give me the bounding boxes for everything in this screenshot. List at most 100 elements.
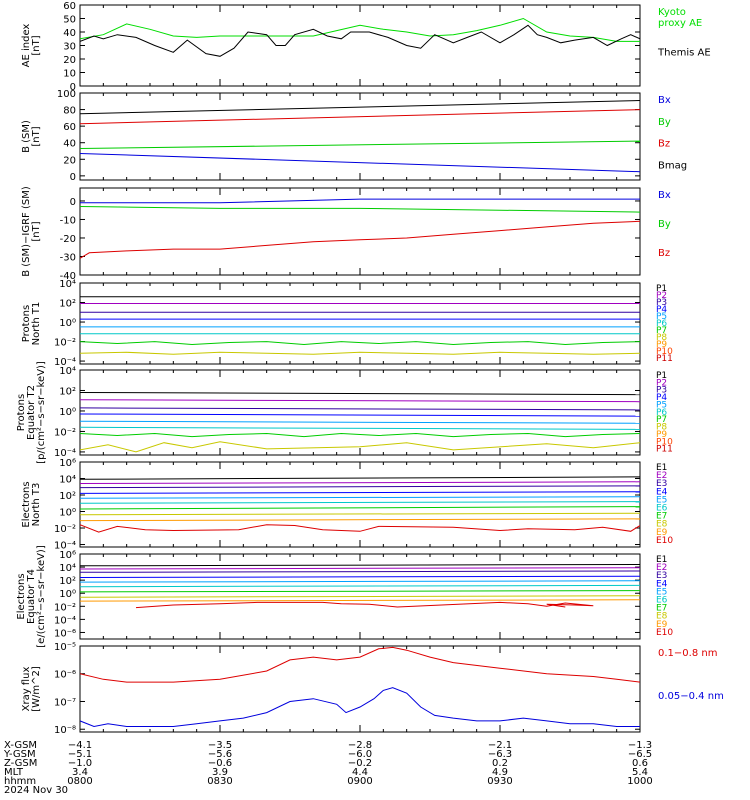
time-axis-value: −5.1	[68, 749, 92, 760]
en-series-e1	[80, 476, 640, 480]
bigrf-ytick-label: 0	[70, 197, 76, 208]
bigrf-series-bx	[80, 198, 640, 204]
pn-ylabel: Protons	[21, 305, 32, 342]
pn-legend-entry: P11	[656, 354, 673, 364]
time-axis-value: −2.8	[348, 740, 372, 751]
time-axis-value: 4.9	[492, 767, 508, 778]
ee-ytick-label: 10⁴	[59, 563, 76, 574]
pe-legend-entry: P8	[656, 423, 667, 433]
pn-legend-entry: P2	[656, 291, 667, 301]
ae-ytick-label: 0	[70, 82, 76, 93]
pn-ytick-label: 10⁻⁴	[54, 357, 76, 368]
en-legend-entry: E5	[656, 495, 667, 505]
time-axis-value: 3.9	[212, 767, 228, 778]
ee-ytick-label: 10²	[59, 576, 76, 587]
pe-legend-entry: P9	[656, 430, 667, 440]
pn-series-p7	[80, 341, 640, 346]
xray-legend-entry: 0.05−0.4 nm	[658, 691, 724, 702]
pn-legend-entry: P7	[656, 326, 667, 336]
time-axis-value: 4.4	[352, 767, 368, 778]
pe-legend-entry: P3	[656, 386, 667, 396]
bsm-ytick-label: 0	[70, 172, 76, 183]
pe-ytick-label: 10²	[59, 386, 76, 397]
bsm-ylabel: B (SM)	[21, 120, 32, 153]
pe-ytick-label: 10⁻⁴	[54, 448, 76, 459]
ee-legend-entry: E7	[656, 604, 667, 614]
pn-legend-entry: P5	[656, 312, 667, 322]
ee-ytick-label: 10⁻²	[54, 602, 76, 613]
ae-legend-entry: Themis AE	[657, 48, 711, 59]
ee-series-e5	[80, 580, 640, 583]
ee-series-e9	[80, 599, 640, 602]
pn-legend-entry: P1	[656, 284, 667, 294]
pe-legend-entry: P6	[656, 408, 667, 418]
pe-series-p7	[80, 432, 640, 438]
pe-ylabel: Equator T2	[26, 385, 37, 440]
ee-ytick-label: 10⁰	[59, 589, 76, 600]
ee-ylabel: Electrons	[16, 573, 27, 619]
ae-series-kyoto-proxy-ae	[80, 17, 640, 42]
time-axis-value: −5.6	[208, 749, 232, 760]
time-axis-value: 0800	[67, 776, 92, 787]
bigrf-legend-entry: Bx	[658, 190, 671, 201]
pn-series-p8	[80, 351, 640, 355]
time-axis-row-label: hhmm	[4, 776, 36, 787]
pe-ytick-label: 10⁴	[59, 366, 76, 377]
time-axis-row-label: MLT	[4, 767, 24, 778]
bigrf-ylabel: B (SM)−IGRF (SM)	[21, 186, 32, 277]
ee-legend-entry: E4	[656, 579, 668, 589]
bsm-series-bx	[80, 153, 640, 173]
ee-legend-entry: E3	[656, 571, 667, 581]
ee-series-e3	[80, 570, 640, 573]
bsm-series-bmag	[80, 100, 640, 115]
en-legend-entry: E9	[656, 528, 668, 538]
bsm-series-by	[80, 140, 640, 149]
bsm-frame	[79, 92, 641, 181]
pe-series-p2	[80, 399, 640, 403]
bigrf-series-by	[80, 206, 640, 213]
time-axis-value: 3.4	[72, 767, 88, 778]
pn-legend-entry: P4	[656, 305, 667, 315]
ae-ylabel: [nT]	[31, 35, 42, 55]
pe-series-p6	[80, 426, 640, 430]
time-axis-row-label: Y-GSM	[3, 749, 36, 760]
pe-legend-entry: P4	[656, 393, 667, 403]
time-axis-value: −6.3	[488, 749, 512, 760]
bsm-ytick-label: 100	[57, 89, 76, 100]
time-axis-row-label: 2024 Nov 30	[4, 785, 68, 796]
ee-ytick-label: 10⁻⁴	[54, 615, 76, 626]
pe-legend-entry: P10	[656, 437, 673, 447]
bigrf-legend-entry: Bz	[658, 248, 670, 259]
pn-legend-entry: P8	[656, 333, 667, 343]
en-legend-entry: E4	[656, 487, 668, 497]
en-legend-entry: E8	[656, 520, 668, 530]
ae-frame	[79, 4, 641, 87]
en-ylabel: Electrons	[21, 481, 32, 527]
bsm-series-bz	[80, 109, 640, 125]
bsm-legend-entry: Bx	[658, 95, 671, 106]
pn-ylabel: North T1	[31, 302, 42, 346]
ae-series-themis-ae	[80, 24, 640, 57]
en-legend-entry: E10	[656, 536, 673, 546]
pe-ylabel: [p/(cm²−s−sr−keV)]	[36, 361, 47, 464]
ee-series-e2	[80, 567, 640, 570]
ee-series-e4	[80, 575, 640, 578]
bigrf-legend-entry: By	[658, 219, 671, 230]
en-legend-entry: E3	[656, 479, 667, 489]
ee-legend-entry: E9	[656, 620, 668, 630]
en-series-e2	[80, 481, 640, 484]
ee-legend-entry: E5	[656, 587, 667, 597]
ee-legend-entry: E10	[656, 628, 673, 638]
ee-series-e1	[80, 564, 640, 567]
en-ytick-label: 10⁶	[59, 458, 76, 469]
en-legend-entry: E7	[656, 512, 667, 522]
ee-legend-entry: E6	[656, 596, 668, 606]
pe-series-p4	[80, 413, 640, 417]
bigrf-ytick-label: -10	[60, 215, 76, 226]
en-legend-entry: E2	[656, 471, 667, 481]
xray-ytick-label: 10⁻⁸	[54, 725, 76, 736]
en-series-e8	[80, 512, 640, 516]
bsm-ylabel: [nT]	[31, 126, 42, 146]
en-ytick-label: 10²	[59, 491, 76, 502]
pn-ytick-label: 10⁴	[59, 279, 76, 290]
